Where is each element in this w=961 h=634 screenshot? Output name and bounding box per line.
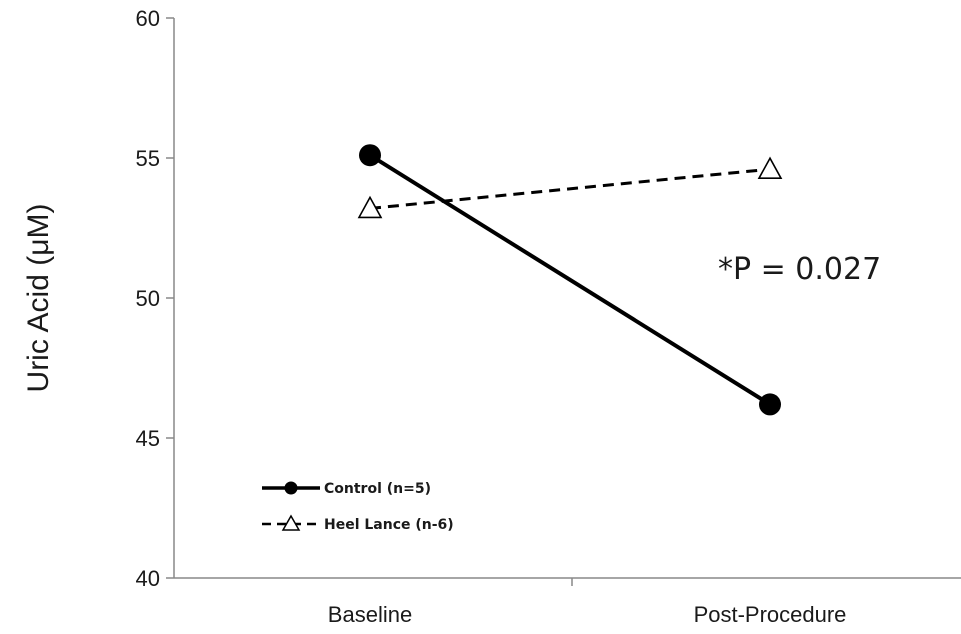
x-tick-label: Baseline: [328, 602, 412, 627]
legend-heel-lance-label: Heel Lance (n-6): [324, 517, 454, 533]
legend-control-marker: [284, 481, 298, 495]
heel-lance-series-line: [369, 167, 771, 210]
y-tick-label: 60: [136, 6, 160, 31]
y-tick-label: 40: [136, 566, 160, 591]
control-data-point: [359, 144, 381, 167]
heel-lance-data-point: [757, 156, 783, 179]
y-axis-title: Uric Acid (μM): [22, 204, 55, 393]
y-tick-label: 55: [136, 146, 160, 171]
control-series-line: [368, 153, 772, 407]
x-tick-label: Post-Procedure: [694, 602, 847, 627]
p-value-annotation: *P = 0.027: [718, 252, 881, 287]
legend-control-label: Control (n=5): [324, 481, 431, 497]
y-tick-label: 45: [136, 426, 160, 451]
series-group: [357, 144, 783, 416]
legend-heel-lance-marker: [281, 514, 301, 531]
legend: Control (n=5) Heel Lance (n-6): [262, 481, 454, 533]
control-data-point: [759, 393, 781, 416]
y-tick-label: 50: [136, 286, 160, 311]
heel-lance-data-point: [357, 195, 383, 219]
axis-ticks: 40 45 50 55 60 Baseline Post-Procedure: [136, 6, 847, 627]
